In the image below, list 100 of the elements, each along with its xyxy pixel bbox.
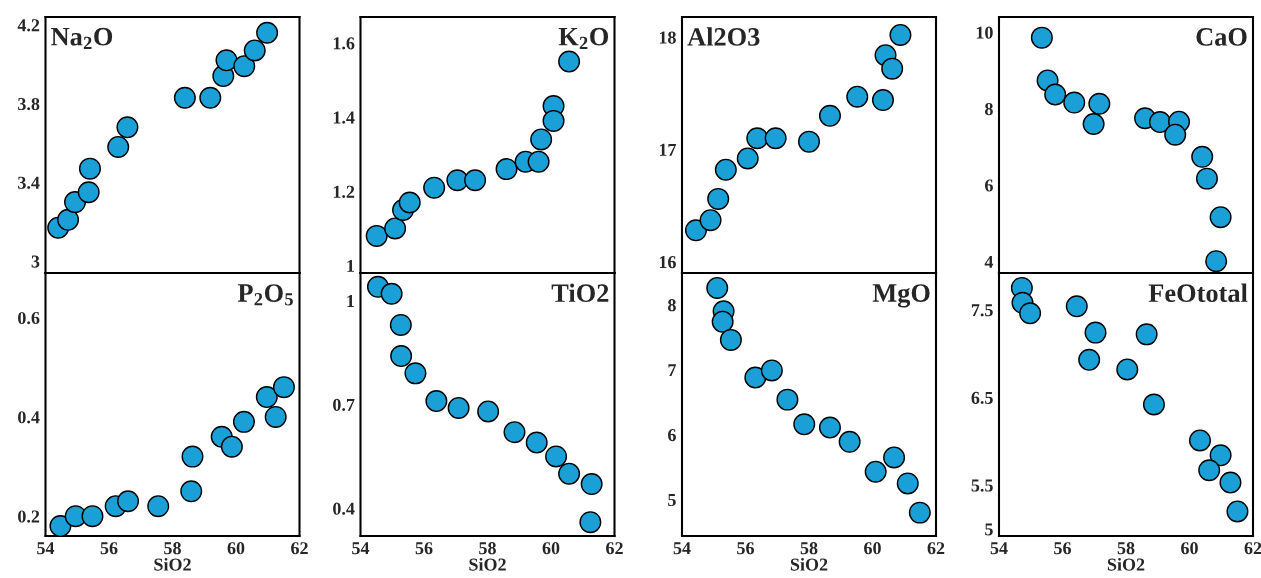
point	[380, 282, 403, 305]
point	[447, 396, 470, 419]
point	[173, 86, 196, 109]
point	[180, 480, 203, 503]
point	[1188, 429, 1211, 452]
point	[1205, 250, 1228, 273]
point	[711, 310, 734, 333]
point	[558, 462, 581, 485]
x-tick-label: 62	[606, 542, 623, 555]
x-tick-label: 56	[415, 542, 433, 555]
x-tick-label: 54	[990, 542, 1008, 555]
y-tick-label: 1	[347, 295, 355, 307]
y-tick-label: 6.5	[971, 391, 993, 405]
point	[220, 435, 243, 458]
point	[81, 505, 104, 528]
point	[495, 158, 518, 181]
point	[1209, 206, 1232, 229]
x-tick-label: 60	[542, 542, 560, 555]
x-tick-label: 62	[927, 542, 945, 555]
point	[1078, 348, 1101, 371]
point	[1084, 321, 1107, 344]
x-tick-label: 58	[1117, 542, 1135, 555]
point	[1030, 26, 1053, 49]
point	[398, 191, 421, 214]
x-tick-label: 60	[227, 542, 245, 555]
x-axis-title: SiO2	[1107, 557, 1145, 571]
y-tick-label: 3	[31, 255, 40, 268]
x-tick-label: 58	[800, 542, 818, 555]
y-tick-label: 5.5	[971, 479, 993, 492]
x-tick-label: 56	[1054, 542, 1071, 555]
y-tick-label: 3.8	[18, 97, 40, 111]
chart-title: MgO	[872, 284, 930, 308]
point	[1142, 393, 1165, 416]
x-tick-label: 56	[737, 542, 754, 555]
point	[255, 386, 278, 409]
point	[798, 130, 820, 153]
point	[233, 55, 256, 78]
point	[215, 49, 238, 72]
point	[446, 169, 469, 192]
point	[1164, 123, 1187, 146]
point	[1019, 302, 1042, 325]
y-tick-label: 1.2	[333, 185, 355, 198]
y-tick-label: 6	[668, 429, 676, 442]
point	[530, 128, 553, 151]
point	[883, 446, 906, 469]
y-tick-label: 6	[985, 179, 993, 192]
point	[1063, 91, 1086, 114]
point	[272, 376, 295, 399]
chart-title: TiO2	[551, 283, 609, 303]
y-tick-label: 4	[984, 255, 994, 268]
point	[78, 157, 101, 180]
point	[818, 416, 841, 439]
x-tick-label: 56	[100, 542, 118, 555]
point	[77, 181, 100, 204]
y-tick-label: 5	[668, 494, 676, 507]
point	[818, 104, 841, 127]
y-tick-label: 1.6	[333, 37, 355, 50]
point	[793, 413, 816, 436]
point	[1219, 471, 1242, 494]
point	[699, 209, 722, 232]
point	[864, 460, 887, 483]
point	[365, 224, 388, 247]
point	[1082, 112, 1105, 135]
y-tick-label: 0.4	[18, 411, 40, 424]
point	[264, 405, 287, 428]
point	[1116, 358, 1139, 381]
point	[1191, 145, 1214, 168]
point	[404, 362, 427, 385]
y-tick-label: 1.4	[333, 111, 355, 124]
x-axis-title: SiO2	[469, 557, 506, 571]
point	[464, 169, 487, 192]
point	[760, 359, 783, 382]
point	[199, 86, 222, 109]
point	[736, 147, 759, 170]
y-tick-label: 0.2	[18, 510, 40, 523]
point	[684, 219, 707, 242]
point	[117, 490, 140, 513]
chart-title: K$_{2}$O	[558, 27, 609, 49]
x-tick-label: 60	[864, 542, 881, 555]
point	[1088, 92, 1111, 115]
y-tick-label: 0.4	[333, 502, 355, 515]
point	[746, 127, 769, 150]
chart-title: Al2O3	[687, 27, 760, 46]
point	[707, 187, 730, 210]
point	[390, 345, 413, 368]
point	[545, 445, 568, 468]
point	[232, 410, 255, 433]
point	[776, 388, 799, 411]
y-tick-label: 0.7	[333, 398, 355, 412]
point	[714, 158, 737, 181]
point	[846, 85, 869, 108]
point	[49, 515, 72, 536]
y-tick-label: 3.4	[18, 176, 40, 189]
point	[838, 430, 861, 453]
point	[1148, 111, 1171, 134]
point	[889, 23, 912, 46]
point	[425, 390, 448, 413]
point	[389, 313, 412, 336]
x-axis-title: SiO2	[154, 557, 191, 571]
x-tick-label: 60	[1181, 542, 1198, 555]
